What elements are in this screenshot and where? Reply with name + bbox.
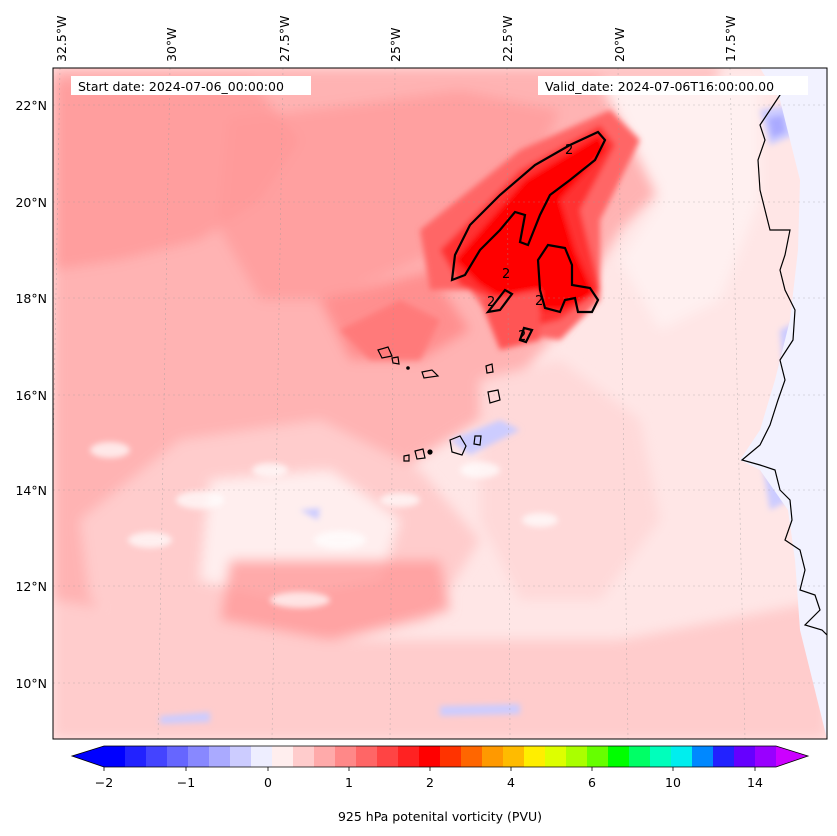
start-date-box	[71, 76, 311, 95]
contour-label: 2	[487, 295, 495, 310]
colorbar-under-arrow	[72, 746, 104, 767]
colorbar-cell	[629, 746, 651, 767]
lat-label: 10°N	[15, 676, 47, 691]
colorbar-cell	[608, 746, 630, 767]
colorbar-tick-label: 2	[426, 775, 434, 790]
colorbar-ticks	[103, 767, 756, 771]
colorbar-cell	[272, 746, 294, 767]
colorbar-cell	[461, 746, 483, 767]
colorbar-cell	[167, 746, 189, 767]
map-frame	[52, 67, 828, 740]
colorbar-tick-label: 4	[507, 775, 515, 790]
lon-label: 32.5°W	[54, 16, 69, 62]
colorbar-label: 925 hPa potenital vorticity (PVU)	[338, 809, 542, 824]
contour-label: 2	[535, 294, 543, 309]
colorbar-cell	[482, 746, 504, 767]
colorbar-cell	[734, 746, 756, 767]
lon-label: 25°W	[388, 27, 403, 62]
colorbar-cell	[125, 746, 147, 767]
graticule	[53, 68, 827, 739]
colorbar-cell	[335, 746, 357, 767]
colorbar-cell	[503, 746, 525, 767]
valid-date-box	[538, 76, 808, 95]
lon-label: 30°W	[164, 27, 179, 62]
contour-label: 2	[502, 267, 510, 282]
contour-north-band	[450, 130, 607, 282]
colorbar-tick-label: 10	[665, 775, 681, 790]
colorbar-cell	[671, 746, 693, 767]
lon-label: 22.5°W	[500, 16, 515, 62]
colorbar-cells	[104, 746, 777, 767]
colorbar-tick-label: 1	[345, 775, 353, 790]
lat-label: 18°N	[15, 291, 47, 306]
colorbar-cell	[293, 746, 315, 767]
lon-label: 17.5°W	[723, 16, 738, 62]
lat-label: 12°N	[15, 579, 47, 594]
start-date-label: Start date: 2024-07-06_00:00:00	[78, 79, 284, 94]
colorbar-cell	[713, 746, 735, 767]
colorbar-tick-label: −2	[95, 775, 113, 790]
colorbar-cell	[314, 746, 336, 767]
contour-label: 2	[565, 143, 573, 158]
lat-label: 20°N	[15, 195, 47, 210]
colorbar-cell	[188, 746, 210, 767]
colorbar-tick-label: 6	[588, 775, 596, 790]
contour-east-blob	[536, 243, 600, 314]
colorbar-tick-labels: −2 −1 0 1 2 4 6 10 14	[95, 775, 763, 790]
contour-labels: 2 2 2 2 2	[487, 143, 573, 344]
colorbar-cell	[251, 746, 273, 767]
pv-2-contours	[450, 130, 607, 344]
colorbar-tick-label: 0	[264, 775, 272, 790]
map-panel	[53, 68, 827, 739]
colorbar-cell	[398, 746, 420, 767]
lat-label: 22°N	[15, 98, 47, 113]
colorbar-cell	[650, 746, 672, 767]
lon-label: 20°W	[612, 27, 627, 62]
colorbar-over-arrow	[776, 746, 808, 767]
colorbar-cell	[209, 746, 231, 767]
pv-low-speckles	[90, 442, 558, 608]
lat-labels: 22°N 20°N 18°N 16°N 14°N 12°N 10°N	[15, 98, 47, 691]
valid-date-label: Valid_date: 2024-07-06T16:00:00.00	[545, 79, 774, 94]
colorbar-cell	[566, 746, 588, 767]
colorbar-cell	[230, 746, 252, 767]
colorbar-cell	[587, 746, 609, 767]
colorbar-cell	[104, 746, 126, 767]
colorbar-cell	[440, 746, 462, 767]
contour-small-2	[518, 326, 534, 344]
contour-small-1	[485, 288, 514, 314]
colorbar-cell	[419, 746, 441, 767]
colorbar-tick-label: 14	[747, 775, 763, 790]
colorbar-cell	[692, 746, 714, 767]
colorbar-cell	[377, 746, 399, 767]
lat-label: 14°N	[15, 483, 47, 498]
colorbar-cell	[356, 746, 378, 767]
lat-label: 16°N	[15, 388, 47, 403]
colorbar-tick-label: −1	[177, 775, 195, 790]
cape-verde-islands	[377, 346, 501, 462]
colorbar-cell	[146, 746, 168, 767]
colorbar-cell	[545, 746, 567, 767]
colorbar-cell	[755, 746, 777, 767]
colorbar-cell	[524, 746, 546, 767]
contour-label: 2	[518, 329, 526, 344]
lon-labels: 32.5°W 30°W 27.5°W 25°W 22.5°W 20°W 17.5…	[54, 16, 738, 62]
lon-label: 27.5°W	[277, 16, 292, 62]
colorbar: −2 −1 0 1 2 4 6 10 14 925 hPa potenital …	[70, 745, 810, 824]
coastline	[740, 79, 827, 636]
